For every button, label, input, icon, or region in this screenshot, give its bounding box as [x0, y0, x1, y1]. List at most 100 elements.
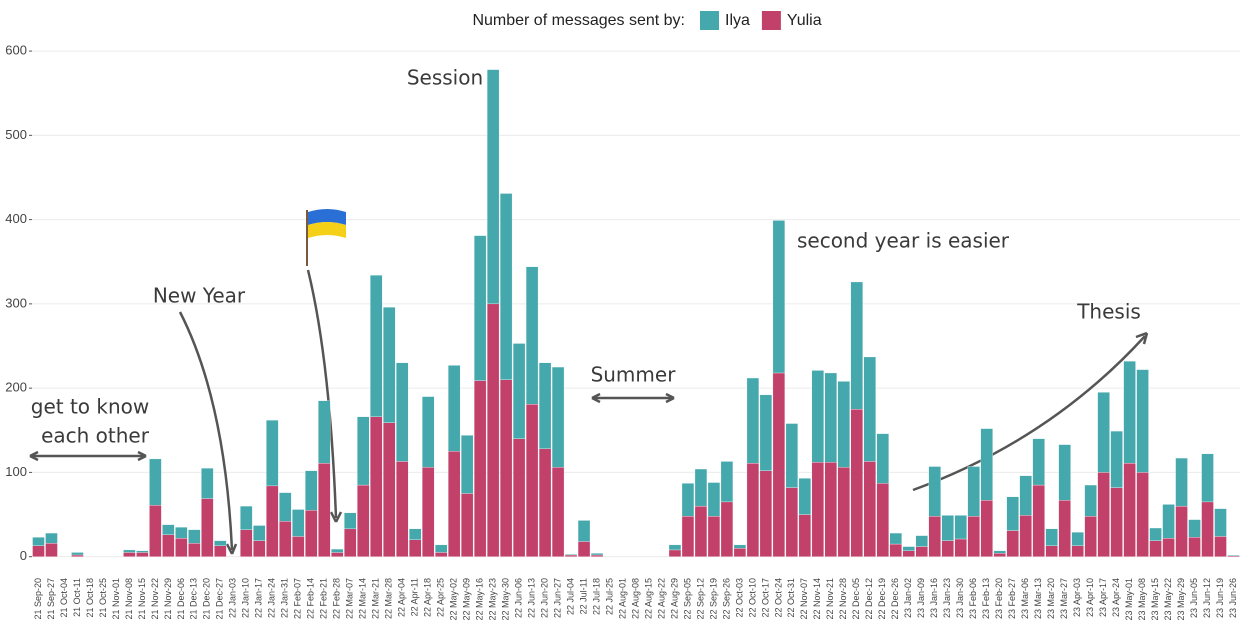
- bar-segment: [902, 550, 915, 557]
- bar-segment: [201, 468, 214, 499]
- bar-segment: [733, 544, 747, 549]
- bar-segment: [993, 553, 1006, 557]
- arrows: [29, 269, 1149, 555]
- bar-segment: [1110, 487, 1123, 557]
- bar-segment: [538, 448, 552, 557]
- bar-segment: [889, 543, 902, 557]
- x-tick-label: 22 Nov-07: [799, 578, 809, 620]
- x-tick-label: 22 Jul-04: [565, 578, 575, 615]
- x-tick-label: 21 Oct-11: [72, 578, 82, 617]
- y-tick-label: 500: [5, 127, 27, 142]
- x-tick-label: 22 Apr-04: [397, 578, 407, 617]
- x-tick-label: 23 Jan-16: [929, 578, 939, 618]
- bar-segment: [175, 527, 188, 539]
- y-tick-label: 100: [5, 464, 27, 479]
- x-tick-label: 23 Feb-13: [981, 578, 991, 619]
- bar-segment: [1006, 496, 1019, 531]
- bar-segment: [123, 552, 136, 557]
- bar-segment: [123, 549, 136, 553]
- annotation: get to know: [31, 395, 150, 419]
- bar-segment: [538, 362, 552, 449]
- x-tick-label: 22 Jan-31: [280, 578, 290, 618]
- bar-segment: [188, 543, 201, 557]
- bar-segment: [486, 303, 500, 557]
- bar-segment: [331, 548, 344, 553]
- x-tick-label: 23 Mar-27: [1059, 578, 1069, 619]
- bar-segment: [1123, 361, 1136, 464]
- bar-segment: [214, 545, 227, 557]
- x-tick-label: 23 Mar-13: [1033, 578, 1043, 619]
- bar-segment: [733, 548, 747, 557]
- x-tick-label: 22 May-02: [449, 578, 459, 621]
- x-tick-label: 22 Jun-13: [526, 578, 536, 618]
- x-tick-label: 22 Jun-20: [539, 578, 549, 618]
- bar-segment: [564, 553, 578, 556]
- bar-segment: [746, 462, 760, 557]
- x-tick-label: 21 Dec-13: [189, 578, 199, 620]
- x-tick-label: 22 Feb-14: [306, 578, 316, 619]
- bar-segment: [461, 493, 474, 557]
- bar-segment: [435, 552, 448, 557]
- bar-segment: [525, 266, 539, 405]
- x-tick-label: 21 Dec-20: [202, 578, 212, 620]
- bar-segment: [993, 550, 1006, 554]
- bar-segment: [71, 552, 84, 556]
- bar-segment: [824, 372, 837, 463]
- bar-segment: [551, 467, 565, 557]
- bar-segment: [45, 532, 58, 544]
- bar-segment: [577, 520, 591, 542]
- bar-segment: [1175, 457, 1188, 507]
- bar-segment: [136, 552, 149, 557]
- x-tick-label: 22 Dec-26: [890, 578, 900, 620]
- bar-segment: [798, 514, 811, 557]
- arrow: [912, 331, 1149, 492]
- bar-segment: [1097, 392, 1110, 473]
- bar-segment: [253, 540, 266, 557]
- annotation: Summer: [591, 363, 677, 387]
- bar-segment: [1071, 545, 1084, 557]
- bar-segment: [1097, 472, 1110, 557]
- bar-segment: [32, 545, 45, 557]
- x-tick-label: 22 Jan-24: [267, 578, 277, 618]
- arrow-head: [591, 392, 675, 404]
- bar-segment: [915, 546, 928, 557]
- bar-segment: [876, 483, 889, 557]
- x-tick-label: 22 May-23: [487, 578, 497, 621]
- bar-segment: [876, 433, 889, 484]
- bar-segment: [370, 416, 383, 557]
- bar-segment: [499, 193, 513, 380]
- arrow: [178, 311, 238, 555]
- y-tick-label: 300: [5, 295, 27, 310]
- bar-segment: [448, 451, 461, 557]
- bar-segment: [383, 422, 396, 557]
- bar-segment: [1019, 475, 1032, 516]
- y-tick-label: 600: [5, 43, 27, 58]
- bar-segment: [1032, 438, 1045, 486]
- bar-segment: [980, 428, 993, 501]
- bar-segment: [941, 515, 954, 541]
- bar-segment: [162, 534, 175, 557]
- bar-segment: [850, 409, 863, 557]
- x-tick-label: 23 Apr-10: [1085, 578, 1095, 617]
- bar-segment: [435, 544, 448, 553]
- bar-segment: [681, 483, 695, 517]
- bar-segment: [1032, 484, 1045, 557]
- bar-segment: [240, 505, 253, 530]
- bar-segment: [980, 500, 993, 557]
- x-tick-label: 23 May-29: [1176, 578, 1186, 621]
- x-tick-label: 23 Jan-30: [955, 578, 965, 618]
- bar-segment: [577, 541, 591, 557]
- bar-segment: [1188, 537, 1201, 557]
- x-tick-label: 23 May-15: [1150, 578, 1160, 621]
- x-tick-label: 22 Feb-28: [332, 578, 342, 619]
- bar-segment: [136, 550, 149, 553]
- bar-segment: [1149, 527, 1162, 541]
- x-tick-label: 23 Feb-27: [1007, 578, 1017, 619]
- x-tick-label: 22 Aug-15: [643, 578, 653, 619]
- bar-segment: [564, 554, 578, 557]
- bar-segment: [668, 549, 682, 557]
- x-tick-label: 21 Dec-27: [215, 578, 225, 620]
- x-tick-label: 22 Jan-03: [228, 578, 238, 618]
- x-tick-label: 23 May-01: [1124, 578, 1134, 621]
